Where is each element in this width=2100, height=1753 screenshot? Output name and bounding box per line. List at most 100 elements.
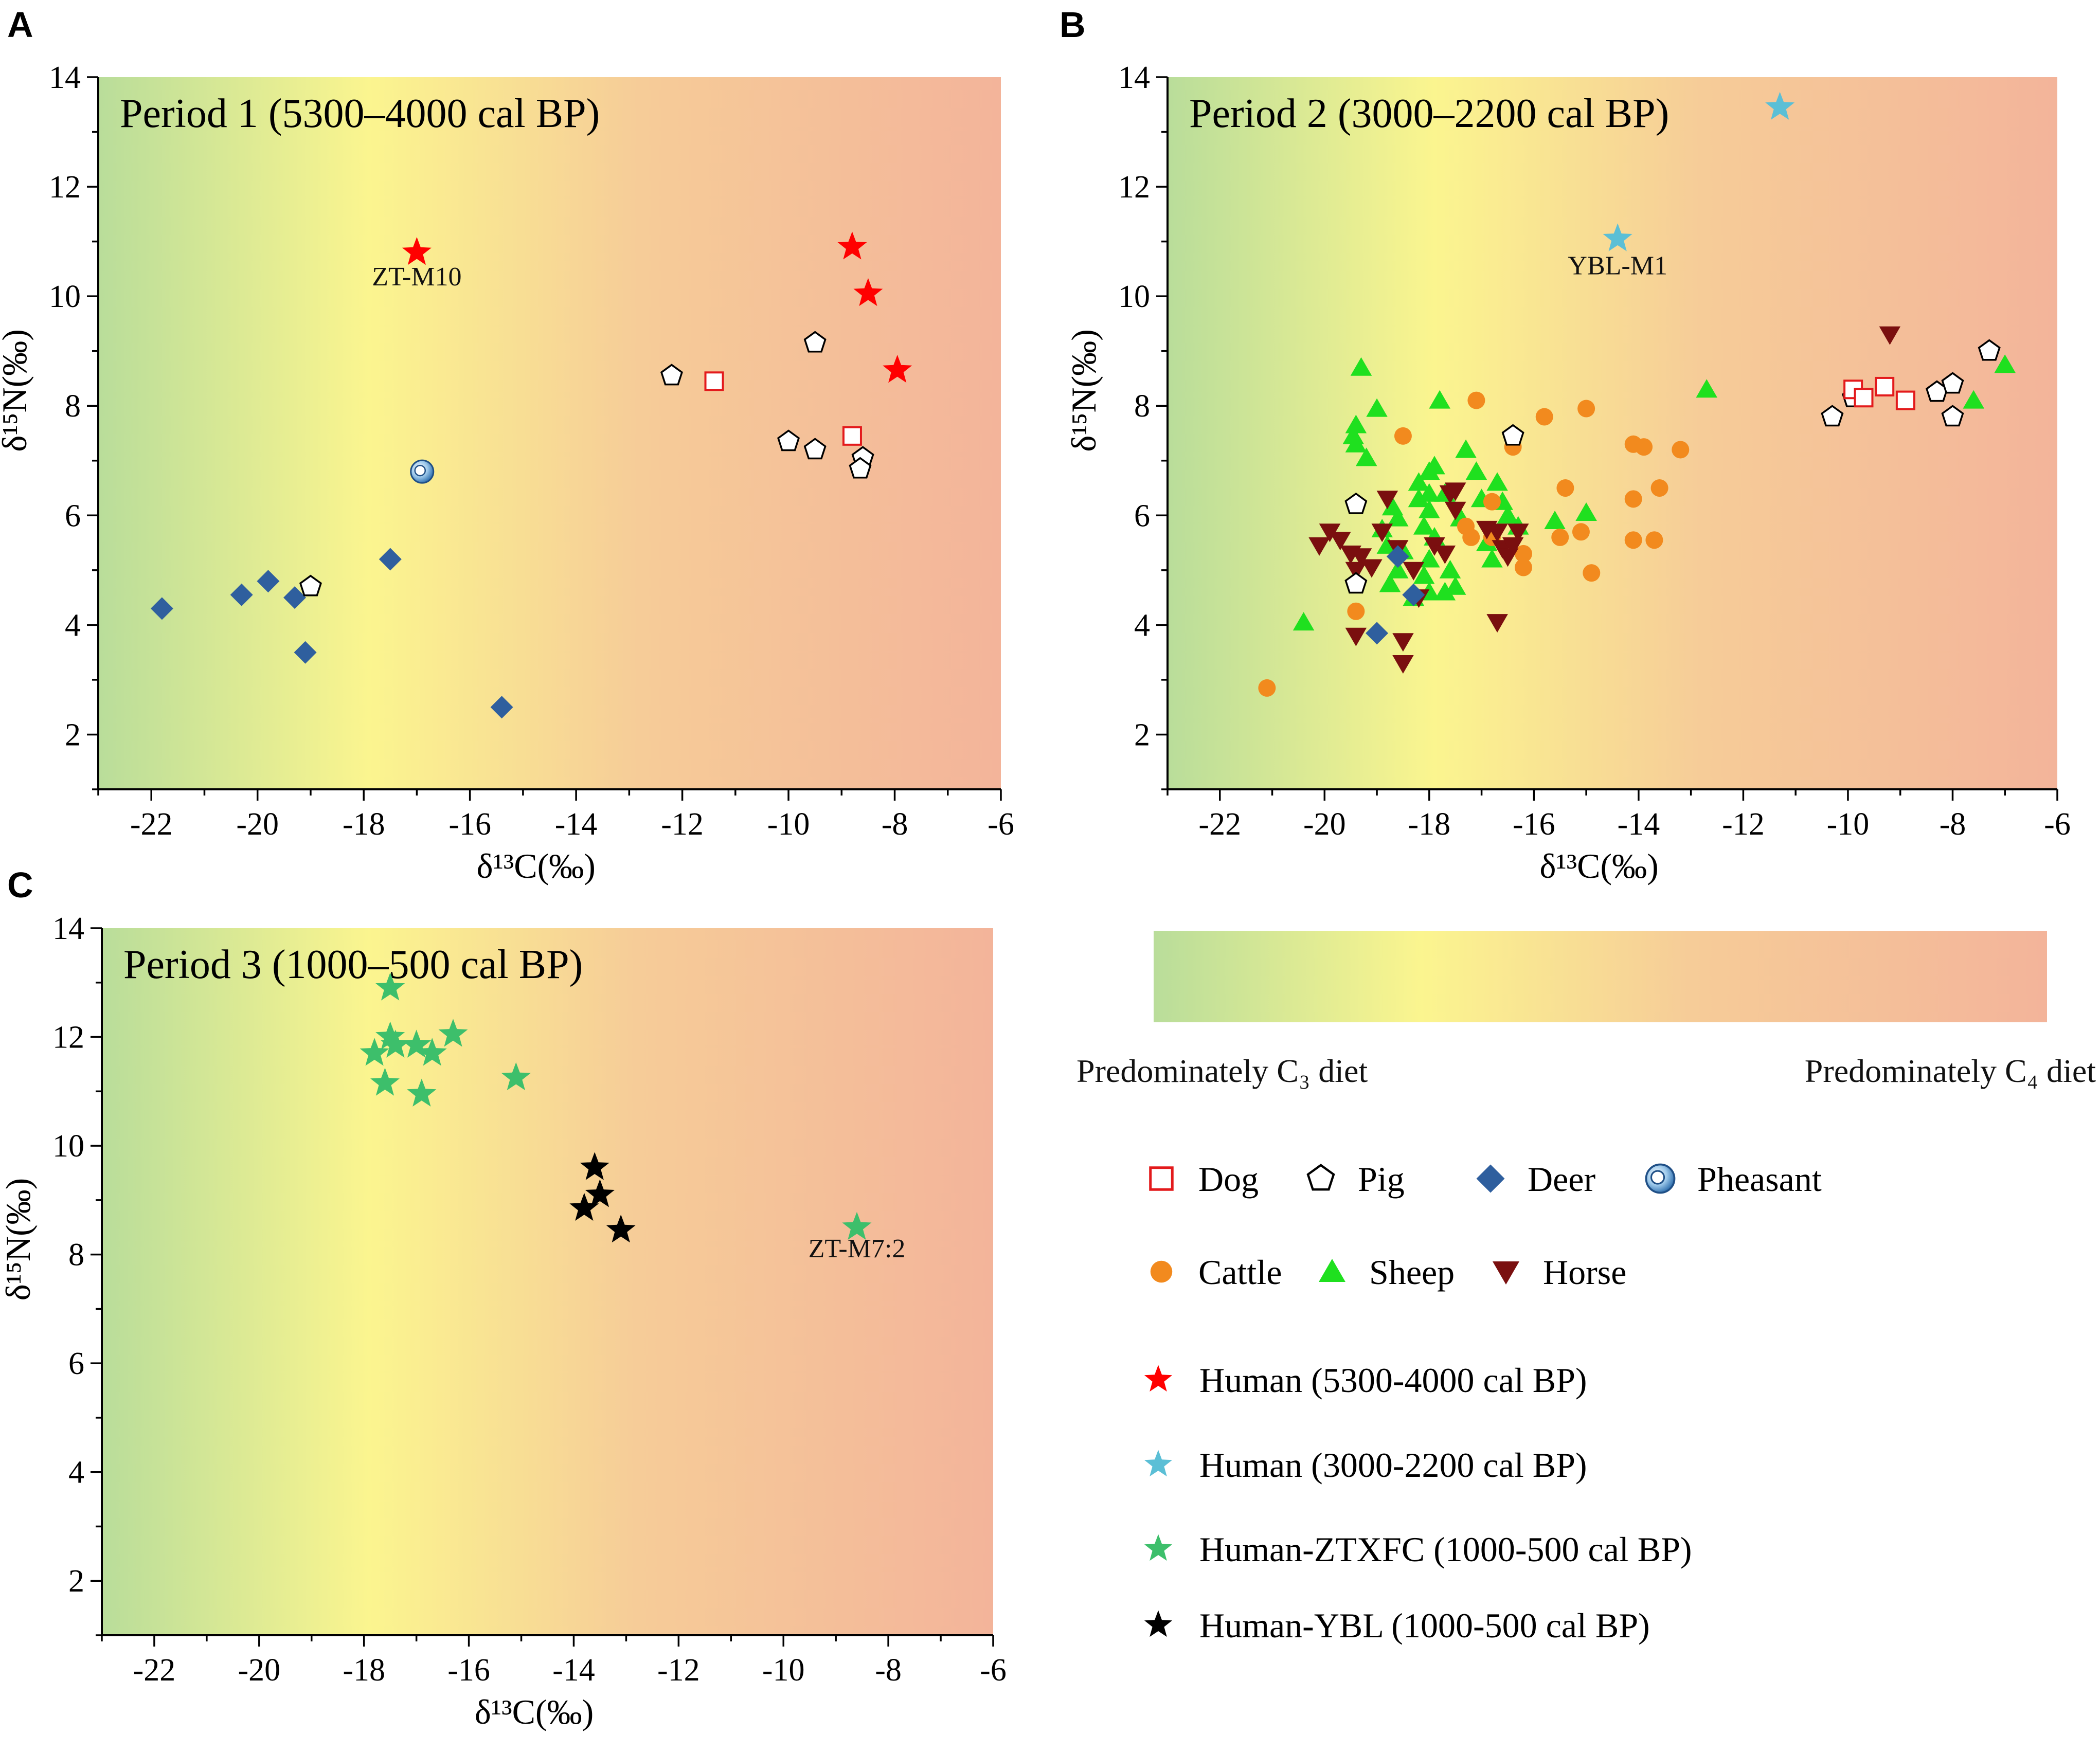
pig-point — [1978, 339, 2001, 361]
sheep-point — [1355, 447, 1377, 466]
sheep-point — [1345, 414, 1367, 433]
panel-b: B Period 2 (3000–2200 cal BP) -22 -20 -18 -16… — [1060, 5, 2071, 885]
legend-item-human_p1: Human (5300-4000 cal BP) — [1144, 1361, 1587, 1400]
legend-item-cattle: Cattle — [1150, 1253, 1282, 1292]
x-tick-label: -8 — [882, 807, 908, 842]
horse-point — [1319, 523, 1341, 543]
legend: Predominately C₃ diet Predominately C₄ d… — [1076, 931, 2096, 1645]
y-tick-label: 2 — [65, 717, 81, 752]
horse-point — [1371, 523, 1393, 543]
sheep-point — [1408, 472, 1430, 491]
y-tick-label: 10 — [49, 279, 81, 314]
legend-label: Human (5300-4000 cal BP) — [1199, 1361, 1587, 1400]
panel-c: C Period 3 (1000–500 cal BP) -22 -20 -18 -16 -… — [0, 865, 1007, 1731]
human_ztxfc-point — [438, 1019, 468, 1047]
x-tick-label: -18 — [343, 807, 385, 842]
x-axis-label: δ¹³C(‰) — [1539, 846, 1658, 885]
human_ztxfc-point — [402, 1029, 432, 1058]
sheep-point — [1413, 565, 1435, 584]
sheep-point — [1419, 499, 1440, 518]
cattle-point — [1635, 438, 1653, 456]
open-pentagon-icon — [1306, 1164, 1335, 1191]
sheep-point — [1696, 379, 1717, 398]
pig-point — [803, 331, 827, 353]
pig-point — [777, 429, 800, 451]
x-tick-label: -22 — [133, 1653, 176, 1688]
star-icon — [1144, 1450, 1173, 1477]
x-tick-label: -10 — [762, 1653, 805, 1688]
horse-point — [1330, 532, 1351, 551]
cattle-point — [1258, 679, 1276, 697]
deer-point — [1386, 545, 1409, 568]
y-axis-label: δ¹⁵N(‰) — [0, 329, 34, 452]
cattle-point — [1551, 528, 1569, 546]
panel-title: Period 2 (3000–2200 cal BP) — [1189, 91, 1669, 136]
horse-point — [1376, 491, 1398, 510]
dog-point — [1875, 376, 1895, 396]
x-tick-label: -6 — [2044, 807, 2071, 842]
deer-point — [230, 583, 253, 606]
horse-point — [1486, 523, 1508, 543]
sheep-point — [1419, 549, 1440, 568]
pig-point — [1821, 405, 1844, 427]
deer-point — [490, 696, 513, 719]
y-tick-label: 14 — [49, 60, 81, 95]
pig-point — [1941, 405, 1964, 427]
human_p1-point — [402, 237, 432, 265]
deer-point — [257, 570, 280, 593]
cattle-point — [1347, 602, 1365, 620]
x-tick-label: -20 — [238, 1653, 280, 1688]
x-tick-label: -16 — [448, 807, 491, 842]
horse-point — [1345, 562, 1367, 581]
x-tick-label: -6 — [988, 807, 1014, 842]
legend-item-human_ztxfc: Human-ZTXFC (1000-500 cal BP) — [1144, 1530, 1692, 1569]
human_p2-point — [1765, 92, 1795, 120]
legend-label: Horse — [1543, 1253, 1626, 1292]
deer-point — [150, 597, 173, 620]
y-tick-label: 12 — [52, 1020, 84, 1055]
human_ztxfc-point — [842, 1212, 872, 1240]
y-tick-label: 14 — [1118, 60, 1150, 95]
human_ybl-point — [569, 1192, 599, 1221]
series-deer — [150, 548, 513, 719]
human_ybl-point — [585, 1179, 615, 1207]
diamond-icon — [1476, 1164, 1505, 1193]
series-human_ztxfc — [360, 972, 872, 1240]
human_ztxfc-point — [375, 972, 405, 1001]
pig-point — [299, 574, 322, 597]
sheep-point — [1444, 576, 1466, 595]
horse-point — [1361, 559, 1383, 578]
triangle-icon — [1319, 1259, 1345, 1282]
dog-point — [704, 371, 724, 391]
deer-point — [1402, 583, 1425, 606]
human_ztxfc-point — [375, 1021, 405, 1050]
pig-point — [849, 457, 872, 479]
sheep-point — [1350, 357, 1372, 376]
y-tick-label: 4 — [68, 1455, 84, 1490]
x-tick-label: -12 — [661, 807, 704, 842]
sheep-point — [1434, 582, 1456, 601]
sheep-point — [1963, 390, 1984, 409]
sheep-point — [1293, 612, 1315, 631]
legend-label: Pig — [1358, 1160, 1405, 1199]
cattle-point — [1624, 531, 1642, 549]
human_p1-point — [883, 355, 912, 383]
sheep-point — [1575, 502, 1597, 521]
panel-title: Period 3 (1000–500 cal BP) — [123, 942, 583, 987]
star-icon — [1144, 1365, 1173, 1392]
legend-item-dog: Dog — [1149, 1160, 1259, 1199]
sheep-point — [1455, 439, 1477, 458]
panel-letter: C — [7, 865, 33, 905]
horse-point — [1424, 537, 1445, 556]
horse-point — [1444, 482, 1466, 501]
star-icon — [1144, 1534, 1173, 1561]
cattle-point — [1645, 531, 1663, 549]
gradient-left-label: Predominately C₃ diet — [1076, 1053, 1368, 1089]
legend-label: Cattle — [1198, 1253, 1282, 1292]
pheasant-point — [410, 459, 435, 484]
cattle-point — [1483, 493, 1501, 511]
sheep-point — [1387, 508, 1409, 527]
human_ztxfc-point — [360, 1038, 389, 1066]
pig-point — [660, 364, 683, 386]
cattle-point — [1572, 523, 1590, 541]
